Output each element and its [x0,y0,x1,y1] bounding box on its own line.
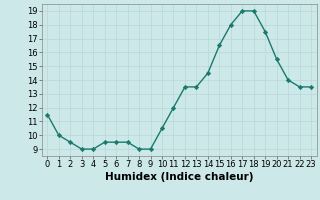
X-axis label: Humidex (Indice chaleur): Humidex (Indice chaleur) [105,172,253,182]
